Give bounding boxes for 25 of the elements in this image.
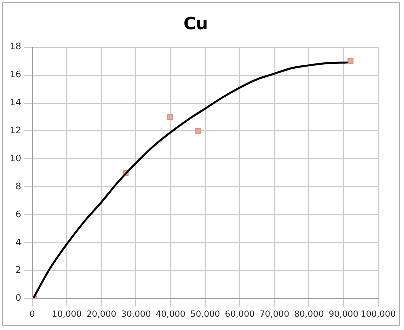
- y-tick-label: 0: [16, 294, 22, 304]
- x-tick-label: 40,000: [156, 310, 186, 320]
- x-tick-label: 10,000: [52, 310, 82, 320]
- y-tick-label: 2: [16, 266, 22, 276]
- x-tick-label: 90,000: [328, 310, 359, 320]
- x-tick-label: 100,000: [360, 310, 396, 320]
- point: [196, 128, 202, 134]
- y-tick-label: 12: [10, 126, 22, 137]
- y-tick-label: 10: [10, 154, 22, 164]
- x-tick-label: 0: [30, 310, 36, 320]
- x-tick-label: 30,000: [121, 310, 152, 320]
- y-tick-label: 8: [16, 182, 22, 192]
- point: [167, 114, 174, 120]
- x-tick-label: 50,000: [190, 310, 220, 320]
- y-tick-label: 18: [10, 42, 22, 53]
- x-tick-label: 80,000: [294, 310, 324, 320]
- x-tick-label: 70,000: [260, 310, 290, 320]
- y-tick-label: 4: [16, 238, 22, 248]
- y-tick-label: 14: [10, 98, 22, 109]
- x-tick-label: 20,000: [86, 310, 117, 320]
- y-tick-label: 6: [16, 210, 22, 220]
- y-tick-label: 16: [10, 70, 22, 81]
- chart-title: Cu: [184, 14, 208, 35]
- point: [348, 58, 354, 64]
- x-tick-label: 60,000: [225, 310, 255, 320]
